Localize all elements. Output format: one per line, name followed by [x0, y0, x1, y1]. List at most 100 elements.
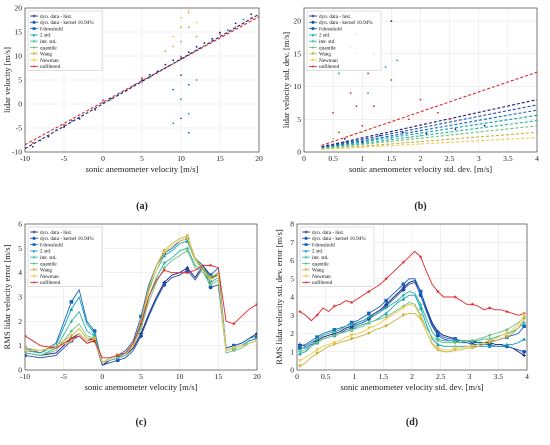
series-marker	[139, 326, 143, 331]
panel-a: -10 -5 0 5 10 15 20 -10 -5 0 5 10 15 20 sonic anemomet…	[2, 4, 263, 213]
scatter-point	[187, 26, 190, 29]
series-marker	[162, 266, 166, 270]
scatter-point	[367, 92, 369, 94]
legend-entry: iter. std.	[40, 255, 57, 261]
y-tick-label: 3	[290, 311, 294, 320]
series-marker	[255, 334, 257, 338]
plot-frame	[296, 223, 528, 371]
legend-entry: iter. std.	[312, 255, 329, 261]
series-marker	[367, 331, 371, 336]
legend-entry: 2 std.	[40, 33, 51, 39]
scatter-point	[195, 79, 198, 81]
series-marker	[522, 317, 526, 321]
series-marker	[185, 248, 190, 253]
legend: dyn. data - hist.dyn. data - kernel 16.9…	[27, 226, 103, 287]
series-marker	[487, 344, 492, 349]
series-marker	[522, 313, 526, 318]
legend-entry: r̅-threshold	[39, 26, 63, 32]
series-marker	[69, 319, 74, 324]
y-tick-label: 0	[297, 148, 301, 157]
series-marker	[232, 346, 236, 350]
scatter-point	[390, 79, 393, 81]
legend-marker	[311, 52, 315, 56]
x-tick-label: 1	[360, 154, 364, 163]
scatter-point	[156, 70, 159, 73]
legend-entry: unfiltered	[312, 279, 333, 286]
legend-marker	[311, 46, 315, 49]
legend-entry: Newman	[40, 274, 59, 280]
scatter-point	[384, 66, 387, 68]
series-marker	[453, 294, 458, 299]
scatter-point	[234, 25, 237, 28]
y-axis-label: lidar velocity std. dev. [m/s]	[281, 32, 291, 128]
legend-entry: dyn. data - kernel 16.94%	[319, 20, 373, 26]
series-marker	[418, 315, 423, 319]
x-tick-label: 15	[216, 154, 224, 163]
x-tick-label: 3	[468, 372, 472, 381]
scatter-point	[226, 29, 229, 31]
series-marker	[298, 344, 302, 349]
legend-marker	[32, 33, 36, 37]
x-tick-label: 0	[295, 372, 299, 381]
series-marker	[349, 300, 354, 305]
scatter-point	[187, 83, 190, 86]
plot-frame	[24, 7, 260, 153]
legend-entry: Newman	[319, 58, 338, 64]
scatter-point	[203, 42, 206, 44]
scatter-point	[448, 118, 451, 121]
fit-line	[321, 120, 537, 150]
x-tick-label: 0	[100, 372, 104, 381]
scatter-point	[164, 67, 167, 69]
series-marker	[522, 349, 527, 354]
y-tick-label: -5	[16, 124, 23, 133]
series-marker	[367, 311, 371, 316]
scatter-point	[425, 132, 428, 135]
legend-marker	[32, 27, 36, 30]
legend-marker	[311, 64, 315, 68]
y-tick-label: 0	[290, 366, 294, 375]
scatter-point	[125, 89, 128, 92]
scatter-point	[343, 138, 346, 140]
scatter-point	[407, 118, 410, 121]
x-tick-label: 20	[255, 154, 263, 163]
x-tick-label: -10	[20, 154, 30, 163]
fit-line	[321, 99, 537, 148]
series-marker	[69, 300, 74, 304]
x-tick-label: 10	[177, 154, 185, 163]
series-marker	[315, 348, 319, 352]
series-marker	[522, 337, 526, 341]
series-marker	[367, 326, 371, 330]
scatter-point	[164, 63, 167, 66]
series-marker	[92, 331, 97, 336]
series-marker	[208, 275, 213, 280]
scatter-point	[407, 136, 410, 139]
legend-marker	[32, 64, 36, 68]
legend-entry: dyn. data - hist.	[319, 14, 351, 20]
legend-box	[27, 10, 103, 71]
series-marker	[298, 359, 302, 363]
series-marker	[349, 333, 354, 338]
y-tick-label: 5	[290, 274, 294, 283]
scatter-point	[180, 16, 182, 19]
scatter-point	[86, 111, 89, 114]
legend-marker	[304, 236, 308, 240]
scatter-point	[148, 76, 151, 79]
series-marker	[401, 287, 406, 292]
fit-line	[321, 125, 537, 150]
fit-line	[321, 71, 537, 146]
scatter-point	[102, 101, 104, 104]
series-marker	[25, 333, 27, 338]
legend-entry: dyn. data - kernel 16.94%	[40, 20, 94, 26]
series-marker	[298, 351, 302, 356]
panel-c: -10 -5 0 5 10 15 20 0 1 2 3 4 5 6 sonic anemometer vel…	[2, 220, 261, 429]
scatter-point	[219, 33, 221, 35]
scatter-point	[39, 139, 42, 142]
scatter-point	[390, 20, 393, 22]
scatter-point	[172, 45, 175, 48]
scatter-point	[70, 119, 73, 122]
scatter-point	[141, 77, 143, 79]
y-tick-label: 4	[18, 268, 22, 277]
series-marker	[69, 334, 74, 338]
y-tick-label: 3	[18, 293, 22, 302]
